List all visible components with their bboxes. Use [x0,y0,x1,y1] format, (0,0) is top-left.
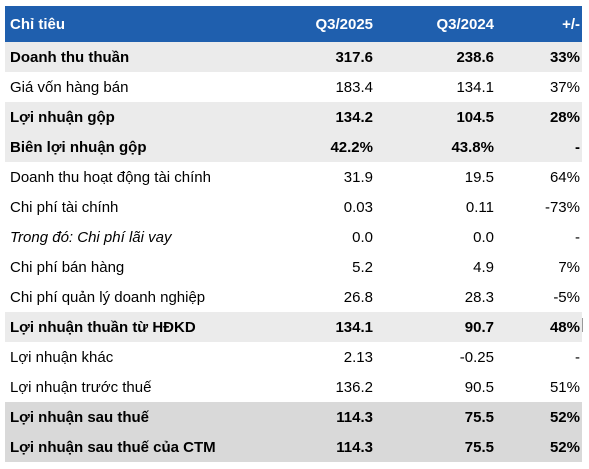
table-row: Lợi nhuận sau thuế 114.3 75.5 52% [5,402,582,432]
row-q3-2025: 0.03 [343,198,373,216]
row-change: 7% [558,258,580,276]
row-q3-2024: 238.6 [456,48,494,66]
row-change: -5% [553,288,580,306]
row-q3-2024: 0.11 [465,198,494,216]
row-q3-2025: 2.13 [343,348,373,366]
row-q3-2024: 90.5 [464,378,494,396]
table-row: Lợi nhuận gộp 134.2 104.5 28% [5,102,582,132]
row-change: 37% [549,78,580,96]
row-q3-2024: 28.3 [464,288,494,306]
row-label: Biên lợi nhuận gộp [10,138,147,156]
row-change: 52% [549,438,580,456]
row-q3-2025: 5.2 [352,258,373,276]
table-row: Biên lợi nhuận gộp 42.2% 43.8% - [5,132,582,162]
row-q3-2024: 19.5 [464,168,494,186]
row-change: - [575,348,580,366]
header-q3-2025: Q3/2025 [315,15,373,33]
row-q3-2025: 42.2% [330,138,373,156]
row-q3-2025: 26.8 [343,288,373,306]
row-marker [582,318,586,332]
table-row: Lợi nhuận sau thuế của CTM 114.3 75.5 52… [5,432,582,462]
row-change: 33% [549,48,580,66]
row-label: Doanh thu thuần [10,48,130,66]
row-label: Lợi nhuận khác [10,348,114,366]
table-row: Doanh thu hoạt động tài chính 31.9 19.5 … [5,162,582,192]
row-label: Lợi nhuận sau thuế [10,408,149,426]
row-change: - [575,138,580,156]
table-row: Lợi nhuận khác 2.13 -0.25 - [5,342,582,372]
row-change: - [575,228,580,246]
row-label: Chi phí bán hàng [10,258,125,276]
row-change: 48% [549,318,580,336]
header-change: +/- [562,15,580,33]
row-change: 64% [549,168,580,186]
row-q3-2025: 136.2 [335,378,373,396]
row-q3-2024: 4.9 [473,258,494,276]
row-label: Doanh thu hoạt động tài chính [10,168,211,186]
row-q3-2025: 31.9 [343,168,373,186]
table-row: Doanh thu thuần 317.6 238.6 33% [5,42,582,72]
row-label: Lợi nhuận trước thuế [10,378,152,396]
row-q3-2024: -0.25 [459,348,494,366]
table-row: Lợi nhuận trước thuế 136.2 90.5 51% [5,372,582,402]
row-q3-2025: 134.1 [335,318,373,336]
row-q3-2024: 104.5 [456,108,494,126]
row-q3-2025: 0.0 [352,228,373,246]
row-label: Lợi nhuận gộp [10,108,115,126]
row-q3-2024: 0.0 [473,228,494,246]
financial-table: Chỉ tiêu Q3/2025 Q3/2024 +/- Doanh thu t… [5,6,582,462]
row-change: 52% [549,408,580,426]
row-label: Chi phí tài chính [10,198,119,216]
row-label: Lợi nhuận sau thuế của CTM [10,438,216,456]
row-q3-2024: 75.5 [464,408,494,426]
table-row: Chi phí tài chính 0.03 0.11 -73% [5,192,582,222]
header-indicator: Chỉ tiêu [10,15,65,33]
table-row: Giá vốn hàng bán 183.4 134.1 37% [5,72,582,102]
row-change: 28% [549,108,580,126]
row-q3-2024: 90.7 [464,318,494,336]
table-row: Lợi nhuận thuần từ HĐKD 134.1 90.7 48% [5,312,582,342]
table-row: Chi phí bán hàng 5.2 4.9 7% [5,252,582,282]
row-q3-2024: 75.5 [464,438,494,456]
table-row: Chi phí quản lý doanh nghiệp 26.8 28.3 -… [5,282,582,312]
row-change: 51% [549,378,580,396]
row-q3-2024: 43.8% [451,138,494,156]
row-label: Chi phí quản lý doanh nghiệp [10,288,206,306]
row-q3-2025: 134.2 [335,108,373,126]
row-change: -73% [544,198,580,216]
row-label: Lợi nhuận thuần từ HĐKD [10,318,196,336]
row-q3-2025: 183.4 [335,78,373,96]
row-q3-2025: 317.6 [335,48,373,66]
row-q3-2025: 114.3 [336,408,373,426]
table-header: Chỉ tiêu Q3/2025 Q3/2024 +/- [5,6,582,42]
row-label: Giá vốn hàng bán [10,78,129,96]
row-q3-2024: 134.1 [456,78,494,96]
header-q3-2024: Q3/2024 [436,15,494,33]
table-row: Trong đó: Chi phí lãi vay 0.0 0.0 - [5,222,582,252]
row-label: Trong đó: Chi phí lãi vay [10,228,172,246]
row-q3-2025: 114.3 [336,438,373,456]
